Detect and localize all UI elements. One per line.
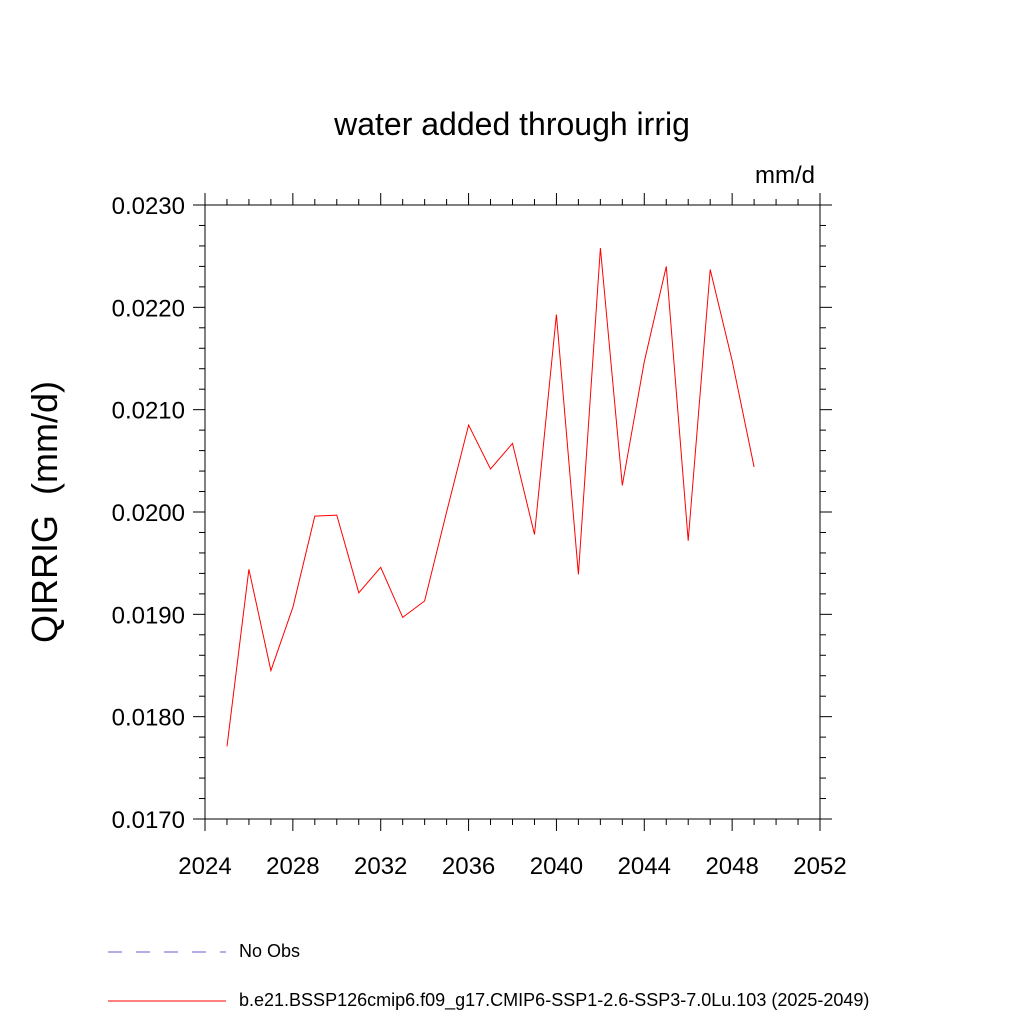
legend-label-no-obs: No Obs [239,941,301,961]
axis-tick-labels: 2024 2028 2032 2036 2040 2044 2048 2052 0.0170 0.… [112,193,847,880]
legend [108,951,226,1002]
y-axis-label: QIRRIG (mm/d) [24,381,65,643]
y-tick-label: 0.0230 [112,193,185,220]
y-tick-label: 0.0170 [112,807,185,834]
chart-title: water added through irrig [334,106,690,142]
y-tick-label: 0.0210 [112,398,185,425]
x-tick-label: 2032 [354,853,407,880]
x-tick-label: 2044 [618,853,671,880]
y-tick-label: 0.0200 [112,500,185,527]
x-tick-label: 2024 [178,853,231,880]
x-tick-label: 2036 [442,853,495,880]
y-tick-label: 0.0190 [112,602,185,629]
plot-frame [204,204,821,820]
x-tick-label: 2040 [530,853,583,880]
y-tick-label: 0.0180 [112,705,185,732]
x-tick-label: 2048 [705,853,758,880]
legend-label-model-run: b.e21.BSSP126cmip6.f09_g17.CMIP6-SSP1-2.… [239,990,870,1010]
x-tick-label: 2028 [266,853,319,880]
units-label: mm/d [755,162,815,189]
axis-ticks [193,193,832,831]
y-tick-label: 0.0220 [112,295,185,322]
x-tick-label: 2052 [793,853,846,880]
series-lines [226,247,755,747]
series-line-1 [226,247,755,747]
